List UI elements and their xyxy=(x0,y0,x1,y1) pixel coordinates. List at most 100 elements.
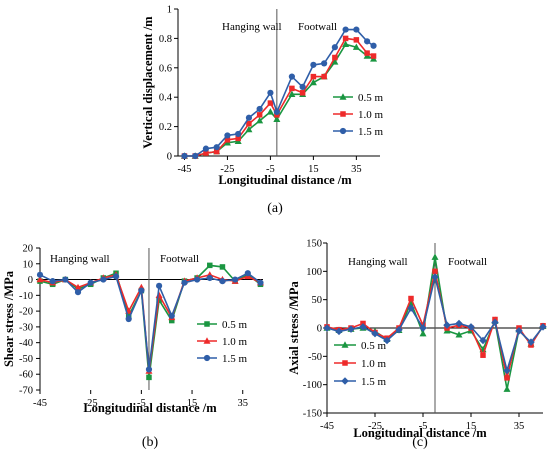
x-tick-label: -25 xyxy=(368,421,382,432)
data-point xyxy=(419,324,427,332)
legend-marker xyxy=(203,337,211,344)
data-point xyxy=(36,271,44,278)
data-point xyxy=(213,144,220,151)
legend-label: 0.5 m xyxy=(358,92,384,104)
data-point xyxy=(353,26,360,33)
x-tick-label: -5 xyxy=(266,164,275,175)
data-point xyxy=(408,295,414,302)
legend-marker xyxy=(204,321,210,327)
data-point xyxy=(49,278,56,285)
data-point xyxy=(431,273,439,281)
series-1-5-m xyxy=(36,270,264,373)
data-point xyxy=(503,385,511,392)
y-tick-label: -60 xyxy=(19,370,33,381)
legend-label: 1.5 m xyxy=(361,376,387,388)
data-point xyxy=(359,323,367,331)
x-axis-label: Longitudinal distance /m xyxy=(218,173,352,187)
data-point xyxy=(342,26,349,33)
data-point xyxy=(515,327,523,335)
y-tick-label: 0.2 xyxy=(159,122,172,133)
hanging-wall-annotation: Hanging wall xyxy=(50,253,110,265)
data-point xyxy=(331,44,338,51)
data-point xyxy=(347,325,355,333)
data-point xyxy=(455,331,463,338)
x-tick-label: 35 xyxy=(514,421,525,432)
data-point xyxy=(62,276,69,283)
y-tick-label: -40 xyxy=(19,338,33,349)
data-point xyxy=(491,318,499,327)
y-tick-label: 0.8 xyxy=(159,34,172,45)
x-tick-label: -45 xyxy=(33,398,47,409)
data-point xyxy=(342,40,350,47)
x-tick-label: -5 xyxy=(419,421,428,432)
data-point xyxy=(235,135,241,142)
data-point xyxy=(332,54,338,61)
data-point xyxy=(288,90,296,97)
series-line xyxy=(184,28,375,157)
data-point xyxy=(74,283,82,291)
data-point xyxy=(480,352,486,358)
data-point xyxy=(125,315,132,323)
y-tick-label: 0 xyxy=(317,324,322,335)
data-point xyxy=(289,85,295,92)
data-point xyxy=(256,105,263,113)
data-point xyxy=(370,42,377,49)
y-tick-label: -10 xyxy=(19,291,33,302)
data-point xyxy=(310,61,317,68)
series-1-5-m xyxy=(323,273,547,375)
data-point xyxy=(335,327,343,336)
data-point xyxy=(156,282,163,289)
data-point xyxy=(299,90,306,96)
hanging-wall-annotation: Hanging wall xyxy=(348,256,408,268)
data-point xyxy=(256,117,264,124)
data-point xyxy=(224,137,231,143)
footwall-annotation: Footwall xyxy=(448,256,487,268)
x-axis-label: Longitudinal distance /m xyxy=(353,426,487,440)
data-point xyxy=(192,152,199,160)
data-point xyxy=(364,38,371,45)
hanging-wall-annotation: Hanging wall xyxy=(222,21,282,33)
y-tick-label: -20 xyxy=(19,307,33,318)
data-point xyxy=(206,274,213,282)
data-point xyxy=(267,100,274,106)
data-point xyxy=(146,374,152,381)
data-point xyxy=(310,73,317,80)
data-point xyxy=(353,37,360,43)
data-point xyxy=(364,50,370,56)
legend-label: 1.0 m xyxy=(361,358,387,370)
data-point xyxy=(443,321,451,329)
data-point xyxy=(207,262,213,269)
legend-label: 1.0 m xyxy=(358,109,384,121)
x-tick-label: -5 xyxy=(137,398,146,409)
data-point xyxy=(219,278,226,285)
data-point xyxy=(309,78,317,86)
data-point xyxy=(432,268,438,275)
y-tick-label: -150 xyxy=(303,409,322,420)
data-point xyxy=(145,366,153,373)
footwall-annotation: Footwall xyxy=(298,21,337,33)
legend-marker xyxy=(342,360,348,366)
data-point xyxy=(194,276,201,283)
data-point xyxy=(232,276,239,283)
x-tick-label: 15 xyxy=(466,421,477,432)
data-point xyxy=(219,264,226,270)
series-1-5-m xyxy=(181,26,377,160)
data-point xyxy=(352,43,360,50)
panel-label: (a) xyxy=(267,201,283,216)
data-point xyxy=(299,83,306,91)
y-tick-label: 50 xyxy=(312,295,323,306)
data-point xyxy=(273,115,281,122)
x-tick-label: 35 xyxy=(351,164,362,175)
data-point xyxy=(74,289,82,296)
data-point xyxy=(87,279,94,286)
y-tick-label: -50 xyxy=(19,354,33,365)
data-point xyxy=(455,319,463,328)
data-point xyxy=(407,304,415,312)
data-point xyxy=(342,35,349,42)
legend-label: 0.5 m xyxy=(361,340,387,352)
panel-label: (b) xyxy=(142,435,159,450)
series-line xyxy=(184,43,374,157)
legend-marker xyxy=(341,377,349,385)
data-point xyxy=(202,145,210,152)
data-point xyxy=(203,150,209,156)
